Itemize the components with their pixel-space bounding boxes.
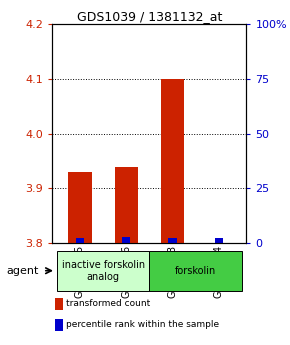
Bar — [55, 298, 63, 309]
Bar — [115, 167, 138, 243]
Text: inactive forskolin
analog: inactive forskolin analog — [61, 260, 145, 282]
Text: forskolin: forskolin — [175, 266, 216, 276]
Bar — [215, 238, 223, 243]
Title: GDS1039 / 1381132_at: GDS1039 / 1381132_at — [77, 10, 222, 23]
Bar — [68, 172, 92, 243]
Bar — [55, 319, 63, 331]
Text: percentile rank within the sample: percentile rank within the sample — [66, 320, 219, 329]
Bar — [57, 251, 149, 290]
Bar — [161, 79, 184, 243]
Bar — [168, 238, 177, 243]
Bar — [149, 251, 242, 290]
Bar — [122, 237, 130, 243]
Text: agent: agent — [6, 266, 38, 276]
Bar — [76, 238, 84, 243]
Text: transformed count: transformed count — [66, 299, 150, 308]
